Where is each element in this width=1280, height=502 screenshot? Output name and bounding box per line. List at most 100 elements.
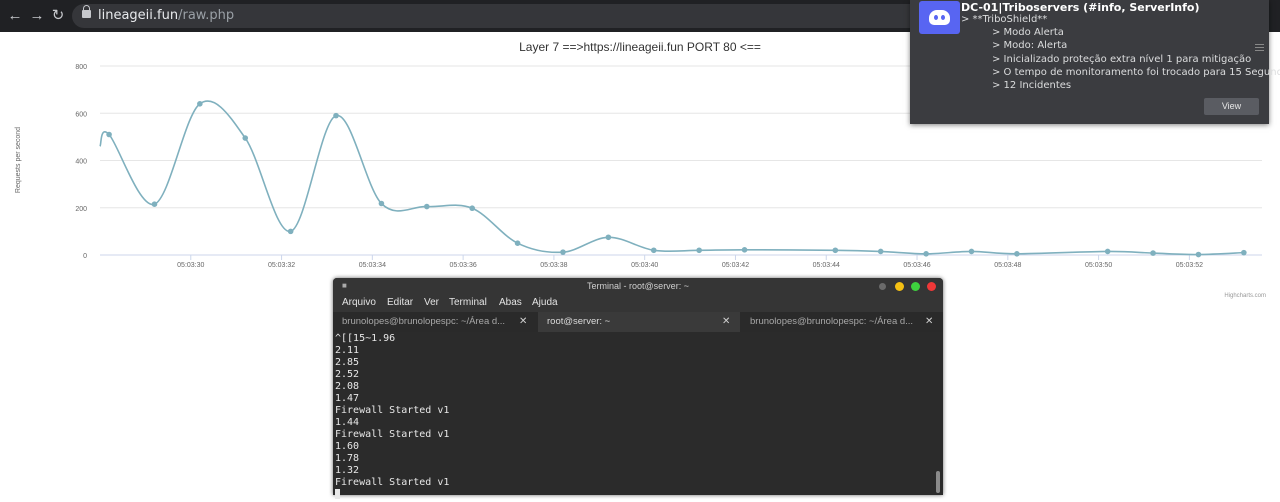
url-host: lineageii.fun — [98, 8, 179, 23]
y-tick-label: 200 — [75, 206, 87, 213]
terminal-title: Terminal - root@server: ~ — [587, 281, 689, 291]
tab-local-1[interactable]: brunolopes@brunolopespc: ~/Área d... — [333, 312, 536, 332]
chart-credits[interactable]: Highcharts.com — [1224, 293, 1266, 299]
x-tick-label: 05:03:32 — [268, 262, 295, 269]
menu-ajuda[interactable]: Ajuda — [532, 297, 558, 308]
chart-svg: Layer 7 ==>https://lineageii.fun PORT 80… — [15, 40, 1262, 269]
data-point — [106, 131, 112, 138]
data-point — [832, 247, 839, 254]
y-axis-label: Requests per second — [15, 127, 22, 193]
y-tick-label: 600 — [75, 111, 87, 118]
discord-icon — [919, 1, 960, 34]
terminal-line: 2.11 — [335, 345, 360, 356]
terminal-output[interactable]: ^[[15~1.96 2.11 2.85 2.52 2.08 1.47 Firewall S… — [335, 333, 933, 499]
tab-close-icon[interactable]: ✕ — [722, 316, 731, 327]
tab-label: brunolopes@brunolopespc: ~/Área d... — [342, 316, 506, 327]
series-line — [99, 100, 1244, 256]
data-point — [424, 203, 430, 210]
terminal-titlebar[interactable]: ■ Terminal - root@server: ~ — [333, 278, 943, 296]
x-tick-label: 05:03:52 — [1176, 262, 1203, 269]
terminal-line: 1.78 — [335, 453, 360, 464]
data-point — [287, 228, 294, 235]
tab-close-icon[interactable]: ✕ — [925, 316, 934, 327]
tab-label: root@server: ~ — [547, 316, 611, 327]
data-point — [560, 249, 566, 255]
notification-line: > Modo Alerta — [992, 27, 1064, 38]
x-tick-label: 05:03:46 — [903, 262, 930, 269]
terminal-line: ^[[15~1.96 — [335, 333, 396, 344]
data-point — [514, 240, 521, 246]
menu-arquivo[interactable]: Arquivo — [342, 297, 376, 308]
x-tick-label: 05:03:48 — [994, 262, 1021, 269]
notification-line: > Inicializado proteção extra nível 1 pa… — [992, 54, 1252, 65]
y-tick-label: 400 — [75, 159, 87, 166]
terminal-scrollbar[interactable] — [936, 471, 940, 493]
x-tick-label: 05:03:30 — [177, 262, 204, 269]
x-tick-label: 05:03:36 — [450, 262, 477, 269]
view-button[interactable]: View — [1204, 98, 1259, 115]
data-point — [197, 101, 203, 107]
chart-title: Layer 7 ==>https://lineageii.fun PORT 80… — [519, 40, 761, 54]
close-button[interactable] — [927, 282, 936, 291]
terminal-cursor — [335, 489, 340, 499]
x-tick-label: 05:03:50 — [1085, 262, 1112, 269]
menu-editar[interactable]: Editar — [387, 297, 414, 308]
data-point — [151, 201, 158, 208]
data-point — [1195, 251, 1202, 258]
terminal-line: 2.08 — [335, 381, 360, 392]
terminal-menubar: Arquivo Editar Ver Terminal Abas Ajuda — [333, 296, 943, 312]
terminal-cursor-line — [335, 489, 933, 502]
x-tick-label: 05:03:44 — [813, 262, 840, 269]
terminal-window[interactable]: ■ Terminal - root@server: ~ Arquivo Edit… — [333, 278, 943, 499]
terminal-line: 2.85 — [335, 357, 360, 368]
data-point — [1150, 250, 1156, 256]
x-tick-label: 05:03:42 — [722, 262, 749, 269]
tab-local-2[interactable]: brunolopes@brunolopespc: ~/Área d... — [741, 312, 943, 332]
terminal-line: 1.44 — [335, 417, 360, 428]
menu-terminal[interactable]: Terminal — [449, 297, 487, 308]
data-point — [1104, 248, 1111, 255]
data-point — [469, 205, 476, 212]
minimize-button[interactable] — [895, 282, 904, 291]
notification-line: > Modo: Alerta — [992, 40, 1068, 51]
menu-ver[interactable]: Ver — [424, 297, 440, 308]
reload-icon[interactable]: ↻ — [51, 7, 65, 24]
menu-abas[interactable]: Abas — [499, 297, 522, 308]
url-text: lineageii.fun/raw.php — [98, 8, 234, 23]
discord-notification[interactable]: DC-01|Triboservers (#info, ServerInfo) >… — [910, 0, 1280, 124]
terminal-icon: ■ — [342, 281, 347, 290]
data-point — [923, 251, 929, 257]
notification-line: > **TriboShield** — [961, 14, 1048, 25]
data-point — [968, 248, 975, 255]
data-point — [1014, 251, 1020, 257]
menu-icon[interactable] — [1255, 44, 1264, 53]
data-point — [378, 200, 385, 207]
terminal-line: 1.32 — [335, 465, 360, 476]
terminal-line: 2.52 — [335, 369, 360, 380]
notification-line: > O tempo de monitoramento foi trocado p… — [992, 67, 1280, 78]
terminal-line: 1.47 — [335, 393, 360, 404]
terminal-line: 1.60 — [335, 441, 360, 452]
lock-icon — [82, 5, 91, 18]
forward-icon[interactable]: → — [29, 7, 45, 24]
tab-label: brunolopes@brunolopespc: ~/Área d... — [750, 316, 914, 327]
x-tick-label: 05:03:38 — [540, 262, 567, 269]
menu-dot-icon[interactable] — [879, 283, 886, 290]
y-tick-label: 800 — [75, 64, 87, 71]
back-icon[interactable]: ← — [7, 7, 23, 24]
terminal-line: Firewall Started v1 — [335, 429, 450, 440]
tab-close-icon[interactable]: ✕ — [519, 316, 528, 327]
terminal-tabs: brunolopes@brunolopespc: ~/Área d... ✕ r… — [333, 312, 943, 332]
data-point — [605, 234, 612, 241]
data-point — [242, 135, 249, 141]
data-point — [877, 248, 884, 255]
x-tick-label: 05:03:40 — [631, 262, 658, 269]
notification-line: > 12 Incidentes — [992, 80, 1072, 91]
data-point — [1241, 249, 1247, 256]
data-point — [696, 247, 702, 254]
url-path: /raw.php — [178, 8, 235, 23]
maximize-button[interactable] — [911, 282, 920, 291]
tab-root-server[interactable]: root@server: ~ — [538, 312, 740, 332]
x-tick-label: 05:03:34 — [359, 262, 386, 269]
terminal-line: Firewall Started v1 — [335, 405, 450, 416]
